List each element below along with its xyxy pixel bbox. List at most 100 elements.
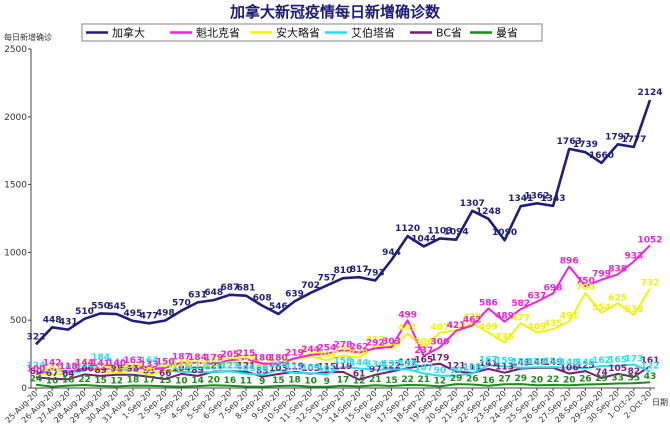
- data-label: 586: [479, 299, 498, 309]
- data-label: 224: [350, 348, 369, 358]
- data-label: 219: [285, 348, 304, 358]
- data-label: 817: [350, 265, 369, 275]
- data-label: 134: [366, 360, 385, 370]
- data-label: 538: [624, 305, 643, 315]
- data-label: 129: [124, 361, 143, 371]
- data-label: 18: [288, 376, 301, 386]
- data-label: 121: [204, 362, 223, 372]
- data-label: 213: [285, 349, 304, 359]
- data-label: 15: [94, 376, 107, 386]
- data-label: 254: [317, 344, 336, 354]
- data-label: 21: [369, 375, 382, 385]
- data-label: 138: [398, 359, 417, 369]
- data-label: 750: [576, 276, 595, 286]
- series-line-6: [35, 381, 651, 388]
- data-label: 26: [466, 374, 479, 384]
- data-label: 130: [75, 360, 94, 370]
- data-label: 33: [611, 374, 624, 384]
- data-label: 135: [172, 360, 191, 370]
- legend-box: [81, 23, 543, 42]
- data-label: 161: [641, 356, 660, 366]
- data-label: 29: [450, 374, 463, 384]
- data-label: 631: [188, 290, 207, 300]
- data-label: 1090: [492, 228, 517, 238]
- data-label: 477: [140, 311, 159, 321]
- data-label: 489: [495, 312, 514, 322]
- data-label: 74: [595, 368, 608, 378]
- data-label: 113: [107, 363, 126, 373]
- data-label: 102: [43, 364, 62, 374]
- data-label: 163: [124, 356, 143, 366]
- series-line-1: [35, 99, 652, 346]
- data-label: 1307: [460, 199, 485, 209]
- data-label: 1052: [637, 235, 662, 245]
- data-label: 232: [301, 347, 320, 357]
- data-label: 165: [204, 356, 223, 366]
- data-label: 625: [608, 293, 627, 303]
- data-label: 142: [43, 359, 62, 369]
- data-label: 150: [156, 358, 175, 368]
- data-label: 16: [482, 376, 495, 386]
- data-label: 108: [463, 363, 482, 373]
- legend-label-3: 安大略省: [276, 26, 320, 40]
- data-label: 111: [285, 363, 304, 373]
- data-label: 799: [592, 270, 611, 280]
- data-label: 757: [317, 273, 336, 283]
- data-label: 896: [560, 257, 579, 267]
- data-label: 300: [431, 337, 450, 347]
- data-label: 159: [495, 356, 514, 366]
- data-label: 144: [75, 358, 94, 368]
- data-label: 113: [495, 363, 514, 373]
- data-label: 293: [382, 338, 401, 348]
- data-label: 89: [191, 366, 204, 376]
- data-label: 12: [111, 376, 124, 386]
- data-label: 237: [414, 346, 433, 356]
- data-label: 335: [495, 333, 514, 343]
- data-label: 22: [78, 375, 91, 385]
- data-label: 933: [624, 251, 643, 261]
- data-label: 143: [511, 359, 530, 369]
- data-label: 407: [431, 323, 450, 333]
- data-label: 122: [382, 361, 401, 371]
- data-label: 109: [301, 363, 320, 373]
- data-label: 133: [140, 360, 159, 370]
- data-label: 425: [447, 320, 466, 330]
- legend-label-5: BC省: [436, 27, 462, 40]
- data-label: 111: [463, 363, 482, 373]
- y-tick-label: 500: [10, 316, 27, 326]
- data-label: 180: [253, 354, 272, 364]
- data-label: 67: [46, 369, 59, 379]
- data-label: 18: [127, 376, 140, 386]
- data-label: 498: [156, 308, 175, 318]
- y-tick-label: 2000: [4, 113, 27, 123]
- data-label: 9: [324, 377, 330, 387]
- data-label: 17: [143, 376, 156, 386]
- data-label: 179: [431, 354, 450, 364]
- data-label: 421: [447, 321, 466, 331]
- data-label: 409: [479, 323, 498, 333]
- data-label: 431: [59, 318, 78, 328]
- data-label: 1094: [444, 228, 469, 238]
- data-label: 1044: [411, 234, 436, 244]
- y-tick-label: 1000: [4, 248, 27, 258]
- y-tick-label: 2500: [4, 45, 27, 55]
- data-label: 18: [62, 376, 75, 386]
- data-label: 477: [511, 313, 530, 323]
- x-axis-label: 日期: [652, 398, 668, 407]
- data-label: 64: [62, 369, 75, 379]
- data-label: 793: [366, 268, 385, 278]
- data-label: 322: [27, 332, 46, 342]
- data-label: 215: [237, 349, 256, 359]
- data-label: 179: [204, 354, 223, 364]
- data-label: 43: [644, 372, 657, 382]
- data-label: 164: [140, 356, 159, 366]
- data-label: 1763: [557, 137, 582, 147]
- data-label: 582: [511, 299, 530, 309]
- data-label: 153: [527, 357, 546, 367]
- data-label: 96: [143, 365, 156, 375]
- data-label: 554: [592, 303, 611, 313]
- data-label: 148: [527, 358, 546, 368]
- data-label: 1343: [541, 194, 566, 204]
- data-label: 300: [414, 337, 433, 347]
- y-axis-label: 每日新增确诊: [4, 32, 52, 42]
